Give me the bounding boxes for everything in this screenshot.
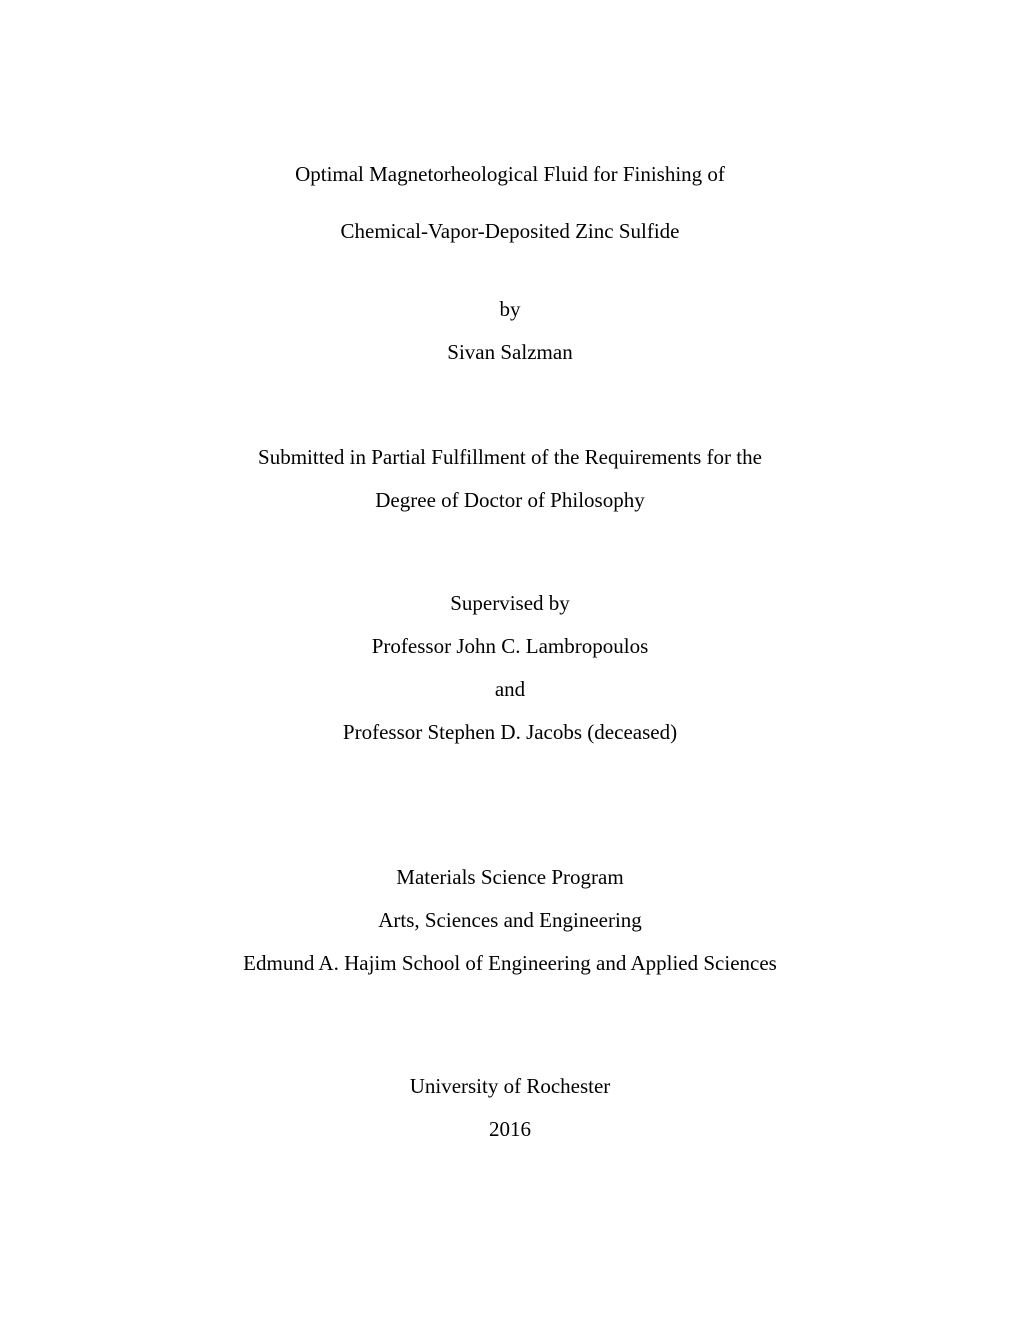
title-page: Optimal Magnetorheological Fluid for Fin…	[0, 0, 1020, 1320]
by-label: by	[120, 297, 900, 322]
college-name: Arts, Sciences and Engineering	[120, 908, 900, 933]
supervisor-2: Professor Stephen D. Jacobs (deceased)	[120, 720, 900, 745]
school-name: Edmund A. Hajim School of Engineering an…	[120, 951, 900, 976]
supervisor-1: Professor John C. Lambropoulos	[120, 634, 900, 659]
title-line-1: Optimal Magnetorheological Fluid for Fin…	[120, 160, 900, 189]
program-name: Materials Science Program	[120, 865, 900, 890]
submission-line-1: Submitted in Partial Fulfillment of the …	[120, 445, 900, 470]
author-name: Sivan Salzman	[120, 340, 900, 365]
year: 2016	[120, 1117, 900, 1142]
supervised-label: Supervised by	[120, 591, 900, 616]
title-block: Optimal Magnetorheological Fluid for Fin…	[120, 160, 900, 1142]
university-name: University of Rochester	[120, 1074, 900, 1099]
submission-line-2: Degree of Doctor of Philosophy	[120, 488, 900, 513]
and-label: and	[120, 677, 900, 702]
title-line-2: Chemical-Vapor-Deposited Zinc Sulfide	[120, 217, 900, 246]
